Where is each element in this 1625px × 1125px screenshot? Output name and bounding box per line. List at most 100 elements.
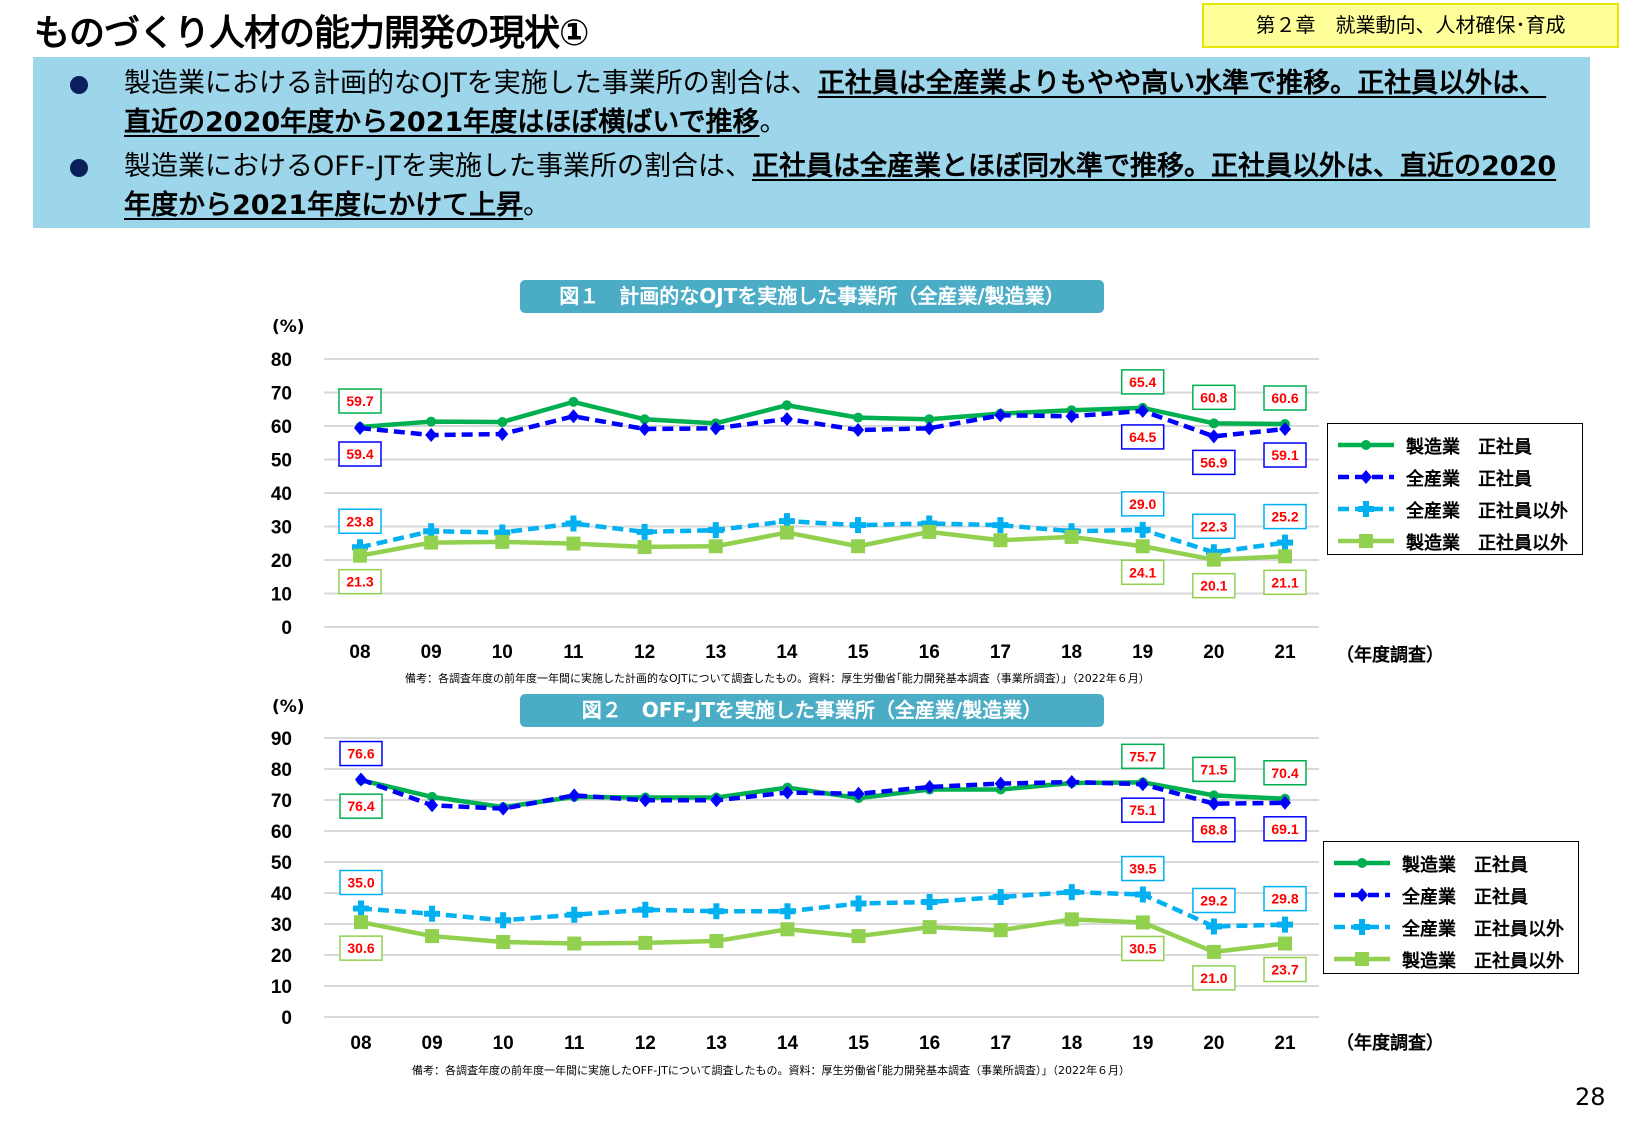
svg-text:59.1: 59.1 [1271, 447, 1298, 463]
cross-marker [495, 912, 512, 929]
bullet-segment: 製造業におけるOFF-JTを実施した事業所の割合は、 [124, 151, 753, 182]
data-label: 22.3 [1192, 513, 1236, 540]
legend-label: 製造業 正社員 [1402, 855, 1528, 876]
chart2-legend: 製造業 正社員 全産業 正社員 全産業 正社員以外 製造業 正社員以外 [1323, 841, 1579, 974]
circle-marker [426, 416, 437, 427]
circle-marker [1357, 858, 1367, 868]
svg-text:56.9: 56.9 [1200, 454, 1227, 470]
square-marker [922, 920, 937, 935]
cross-marker [1277, 534, 1293, 551]
diamond-marker [355, 772, 367, 787]
bullet-icon [70, 76, 88, 94]
cross-marker [1205, 544, 1222, 561]
x-tick-label: 19 [1132, 1033, 1153, 1054]
diamond-marker [1279, 795, 1291, 810]
circle-marker [497, 416, 508, 427]
chart1-title: 図１ 計画的なOJTを実施した事業所（全産業/製造業） [520, 280, 1104, 313]
data-label: 64.5 [1120, 424, 1165, 450]
square-marker [993, 533, 1008, 548]
x-tick-label: 15 [848, 642, 870, 663]
bullet-emphasis: 正社員以外は、直近の2020年度から2021年度はほぼ横ばいで推移 [124, 68, 1547, 138]
x-tick-label: 15 [848, 1033, 870, 1054]
cross-marker [424, 905, 441, 922]
svg-text:23.8: 23.8 [346, 513, 373, 529]
data-label: 29.2 [1192, 887, 1236, 914]
diamond-marker [1356, 888, 1368, 902]
square-marker [353, 548, 367, 563]
page-number: 28 [1575, 1083, 1606, 1111]
legend-item: 製造業 正社員以外 [1336, 526, 1576, 556]
chart1-note: 備考：各調査年度の前年度一年間に実施した計画的なOJTについて調査したもの。資料… [405, 672, 1150, 685]
diamond-marker [568, 788, 581, 803]
data-label: 29.8 [1263, 885, 1307, 912]
square-marker [1278, 936, 1292, 951]
data-label: 59.4 [338, 441, 382, 467]
bullet-icon [70, 159, 88, 177]
cross-marker [850, 895, 867, 912]
svg-text:71.5: 71.5 [1200, 761, 1227, 777]
data-label: 39.5 [1121, 855, 1165, 882]
diamond-marker [1065, 775, 1078, 790]
diamond-marker [496, 427, 509, 442]
series-all_nonregular: 23.8 29.0 22.3 25.2 [338, 491, 1307, 561]
cross-marker [1063, 884, 1080, 901]
diamond-marker [781, 785, 794, 800]
bullet-segment: 製造業における計画的なOJTを実施した事業所の割合は、 [124, 68, 818, 99]
data-label: 76.4 [339, 793, 383, 819]
x-tick-label: 18 [1061, 1033, 1082, 1054]
diamond-marker [923, 779, 936, 794]
data-label: 23.8 [338, 508, 382, 535]
data-label: 25.2 [1263, 503, 1307, 530]
cross-marker [637, 901, 654, 918]
series-line [359, 399, 1286, 430]
series-mfg_regular: 76.4 75.7 71.5 70.4 [339, 743, 1307, 819]
legend-item: 全産業 正社員以外 [1336, 494, 1576, 524]
legend-label: 全産業 正社員 [1402, 887, 1528, 908]
x-tick-label: 19 [1132, 642, 1153, 663]
diamond-marker [638, 422, 651, 437]
cross-marker [636, 523, 653, 540]
square-marker [1135, 915, 1150, 930]
y-tick-label: 40 [271, 884, 292, 905]
y-tick-label: 70 [271, 384, 292, 405]
data-label: 75.7 [1121, 743, 1165, 770]
x-tick-label: 16 [919, 642, 940, 663]
legend-swatch [1334, 952, 1390, 966]
x-tick-label: 20 [1203, 1033, 1224, 1054]
data-label: 30.6 [339, 935, 383, 961]
diamond-marker [639, 793, 652, 808]
diamond-marker [425, 428, 438, 443]
square-marker [1206, 552, 1221, 567]
series-line [360, 889, 1286, 929]
data-label: 70.4 [1263, 760, 1307, 786]
diamond-marker [497, 801, 510, 816]
circle-marker [427, 791, 438, 802]
bullet-emphasis: 正社員は全産業とほぼ同水準で推移。 [752, 151, 1212, 182]
data-label: 56.9 [1192, 449, 1236, 476]
diamond-marker [1065, 409, 1078, 424]
cross-marker [1205, 918, 1222, 935]
cross-marker [352, 539, 368, 556]
cross-marker [1358, 501, 1374, 517]
square-marker [1206, 944, 1221, 959]
svg-text:21.3: 21.3 [346, 574, 373, 590]
cross-marker [992, 889, 1009, 906]
y-tick-label: 0 [281, 618, 292, 639]
legend-swatch [1334, 858, 1390, 868]
legend-label: 全産業 正社員 [1406, 469, 1532, 490]
legend-swatch [1334, 888, 1390, 902]
legend-swatch [1338, 501, 1394, 517]
cross-marker [921, 515, 938, 532]
data-label: 21.0 [1192, 965, 1236, 991]
svg-text:75.7: 75.7 [1129, 748, 1156, 764]
diamond-marker [709, 421, 722, 436]
x-tick-label: 09 [422, 1033, 443, 1054]
y-tick-label: 30 [271, 915, 292, 936]
x-tick-label: 14 [776, 642, 798, 663]
data-label: 71.5 [1192, 756, 1236, 783]
svg-text:69.1: 69.1 [1271, 821, 1298, 837]
series-line [360, 917, 1286, 955]
svg-text:76.4: 76.4 [347, 798, 374, 814]
square-marker [567, 936, 582, 951]
